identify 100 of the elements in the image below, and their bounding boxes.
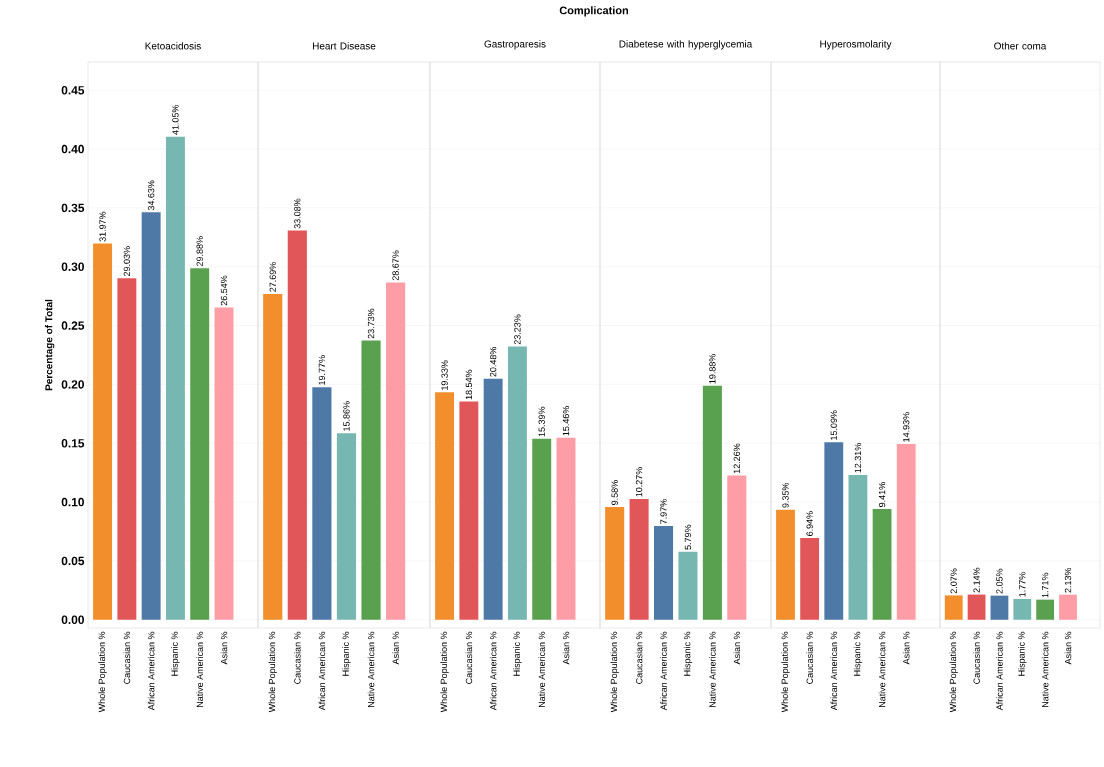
bar xyxy=(263,293,283,620)
y-tick-label: 0.10 xyxy=(61,497,84,507)
data-label: 26.54% xyxy=(220,275,228,306)
bar xyxy=(459,401,479,620)
data-label: 23.73% xyxy=(367,308,375,339)
data-label: 2.14% xyxy=(973,567,980,593)
x-tick-label: Caucasian % xyxy=(123,631,131,684)
x-tick-label: Whole Population % xyxy=(610,631,619,713)
x-tick-label: Asian % xyxy=(1064,631,1072,665)
y-tick-label: 0.20 xyxy=(61,380,84,389)
x-tick-label: Native American % xyxy=(367,631,375,708)
x-tick-label: Native American % xyxy=(1041,631,1049,708)
x-tick-label: Asian % xyxy=(392,631,399,665)
data-label: 28.67% xyxy=(392,250,399,281)
data-label: 19.33% xyxy=(441,360,448,390)
bar xyxy=(336,433,357,620)
data-label: 2.07% xyxy=(950,568,957,594)
x-tick-label: Whole Population % xyxy=(440,631,449,713)
bar xyxy=(653,525,674,620)
bar xyxy=(117,278,137,620)
x-tick-label: Whole Population % xyxy=(949,631,958,713)
data-label: 15.86% xyxy=(343,401,350,431)
x-tick-label: Native American % xyxy=(196,631,204,708)
x-tick-label: African American % xyxy=(318,631,326,711)
x-tick-label: Asian % xyxy=(902,631,910,665)
x-tick-label: Caucasian % xyxy=(806,631,813,684)
x-tick-label: Hispanic % xyxy=(1018,631,1027,676)
y-tick-label: 0.25 xyxy=(61,321,85,330)
data-label: 34.63% xyxy=(147,180,155,211)
bar xyxy=(435,392,455,620)
bar xyxy=(386,282,406,620)
bar xyxy=(556,437,576,620)
data-label: 29.88% xyxy=(196,236,203,266)
chart-title: Diabetese with hyperglycemia xyxy=(619,40,753,50)
bar xyxy=(605,507,625,620)
x-tick-label: African American % xyxy=(996,631,1003,711)
data-label: 33.08% xyxy=(294,198,301,229)
x-tick-label: Caucasian % xyxy=(973,631,980,684)
x-tick-label: African American % xyxy=(489,631,497,711)
bar xyxy=(93,243,113,620)
data-label: 9.35% xyxy=(782,482,789,508)
y-tick-label: 0.00 xyxy=(61,615,84,624)
data-label: 27.69% xyxy=(269,262,276,292)
x-tick-label: Caucasian % xyxy=(294,631,301,684)
x-tick-label: Caucasian % xyxy=(635,631,643,684)
bar xyxy=(312,387,332,620)
bar xyxy=(361,340,381,620)
x-tick-label: Caucasian % xyxy=(465,631,473,684)
data-label: 9.41% xyxy=(878,482,886,507)
bar xyxy=(824,442,844,620)
chart-title: Heart Disease xyxy=(312,42,376,50)
data-label: 15.46% xyxy=(562,406,570,436)
x-tick-label: Hispanic % xyxy=(171,631,180,676)
x-tick-label: Native American % xyxy=(709,631,716,708)
x-tick-label: Whole Population % xyxy=(98,631,107,713)
data-label: 41.05% xyxy=(172,104,179,135)
bar xyxy=(287,230,307,620)
data-label: 2.13% xyxy=(1064,567,1072,593)
x-tick-label: Hispanic % xyxy=(513,631,522,676)
data-label: 1.71% xyxy=(1042,572,1049,598)
bar xyxy=(141,212,161,620)
data-label: 31.97% xyxy=(99,211,106,242)
data-label: 1.77% xyxy=(1019,572,1026,597)
bar xyxy=(727,475,747,620)
bar xyxy=(800,538,820,620)
data-label: 7.97% xyxy=(660,499,667,524)
data-label: 2.05% xyxy=(996,568,1003,594)
data-label: 19.77% xyxy=(318,355,326,385)
y-tick-label: 0.45 xyxy=(61,86,85,95)
x-tick-label: Hispanic % xyxy=(683,631,693,676)
bar xyxy=(872,509,892,620)
data-label: 10.27% xyxy=(635,467,643,497)
data-label: 12.26% xyxy=(733,443,740,474)
bar xyxy=(678,551,698,620)
x-tick-label: Asian % xyxy=(733,631,741,665)
bar xyxy=(507,346,527,620)
x-tick-label: African American % xyxy=(830,631,838,711)
y-tick-label: 0.30 xyxy=(61,262,84,271)
y-tick-label: 0.40 xyxy=(61,144,84,154)
x-tick-label: Whole Population % xyxy=(268,631,277,713)
chart-title: Hyperosmolarity xyxy=(820,40,892,50)
data-label: 14.93% xyxy=(903,412,910,442)
bar xyxy=(702,385,722,620)
x-tick-label: Hispanic % xyxy=(853,631,863,676)
data-label: 23.23% xyxy=(514,314,521,345)
x-tick-label: Asian % xyxy=(220,631,228,665)
bar xyxy=(483,378,503,620)
data-label: 5.79% xyxy=(684,524,692,550)
bar xyxy=(165,136,185,620)
text: Complication xyxy=(559,6,629,17)
data-label: 15.09% xyxy=(830,410,837,440)
data-label: 20.48% xyxy=(489,346,497,377)
bar xyxy=(776,509,795,620)
chart-title: Gastroparesis xyxy=(484,40,546,50)
x-tick-label: Native American % xyxy=(538,631,546,708)
x-tick-label: African American % xyxy=(147,631,155,711)
chart-title: Other coma xyxy=(994,42,1047,50)
y-axis-title: Percentage of Total xyxy=(45,299,55,391)
y-tick-label: 0.15 xyxy=(61,439,85,448)
bar xyxy=(629,498,649,620)
